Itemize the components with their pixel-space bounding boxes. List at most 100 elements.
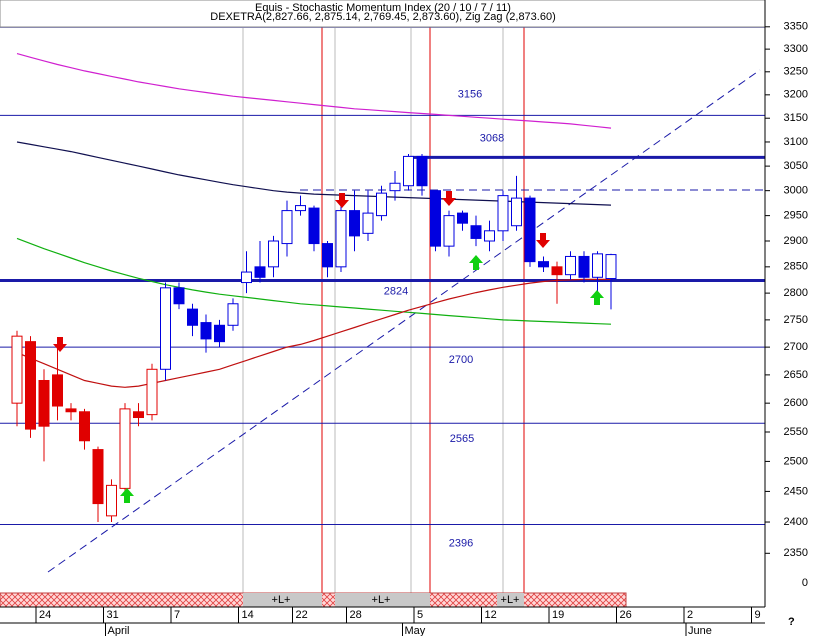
y-tick-label: 2700 [784, 341, 808, 353]
x-tick-label: 5 [417, 609, 423, 621]
candle-body [335, 210, 347, 268]
x-tick-label: 9 [755, 609, 761, 621]
candle-body [470, 225, 482, 239]
x-tick-label: 26 [620, 609, 632, 621]
y-tick-label: 3150 [784, 112, 808, 124]
level-label: 2700 [449, 354, 473, 366]
candle-body [457, 212, 468, 224]
y-tick-label: 2350 [784, 547, 808, 559]
average-line [16, 237, 612, 325]
level-label: 3156 [458, 88, 482, 100]
candle-body [295, 205, 306, 212]
candle-body [484, 230, 495, 242]
y-tick-label: 2650 [784, 369, 808, 381]
indicator-caption: Equis - Stochastic Momentum Index (20 / … [255, 2, 511, 14]
average-line [16, 278, 611, 388]
candle-body [322, 243, 333, 268]
candle-body [173, 287, 185, 305]
candle-body [200, 322, 212, 340]
band-label: +L+ [272, 594, 291, 606]
candle-body [605, 254, 617, 280]
band-label: +L+ [372, 594, 391, 606]
x-tick-label: 12 [485, 609, 497, 621]
level-label: 2396 [449, 537, 473, 549]
month-label: June [688, 625, 712, 636]
candle-body [376, 192, 387, 217]
help-mark[interactable]: ? [788, 616, 795, 628]
x-tick-label: 14 [242, 609, 254, 621]
candle-body [443, 215, 455, 247]
candle-body [592, 253, 603, 278]
x-tick-label: 31 [107, 609, 119, 621]
candle-body [146, 368, 158, 416]
y-tick-label: 3250 [784, 66, 808, 78]
candle-body [25, 341, 36, 430]
y-tick-label: 3100 [784, 136, 808, 148]
candle-body [241, 271, 252, 284]
candle-body [133, 411, 144, 419]
y-tick-label: 3050 [784, 160, 808, 172]
candle-body [268, 240, 279, 268]
y-tick-label: 3000 [784, 185, 808, 197]
candle-body [403, 155, 414, 187]
candle-body [92, 449, 104, 505]
x-tick-label: 22 [296, 609, 308, 621]
band-segments [243, 593, 524, 607]
candle-body [106, 484, 117, 517]
level-label: 2565 [450, 433, 474, 445]
candle-body [551, 266, 563, 276]
candle-body [281, 210, 293, 245]
candle-body [578, 255, 590, 278]
x-tick-label: 28 [350, 609, 362, 621]
candle-body [227, 303, 239, 326]
band-label: +L+ [501, 594, 520, 606]
grey-verticals [242, 28, 504, 593]
y-tick-label: 2900 [784, 235, 808, 247]
chart-title: DEXETRA(2,827.66, 2,875.14, 2,769.45, 2,… [210, 11, 556, 23]
y-tick-label: 2950 [784, 210, 808, 222]
y-tick-label: 2750 [784, 314, 808, 326]
red-verticals [321, 0, 525, 593]
candle-body [497, 195, 509, 232]
month-label: April [108, 625, 130, 636]
candle-body [416, 155, 428, 187]
y-tick-label: 3300 [784, 43, 808, 55]
candle-body [349, 210, 360, 237]
trend-line [47, 69, 761, 573]
header-box [0, 0, 766, 28]
x-tick-label: 2 [687, 609, 693, 621]
y-tick-label: 2450 [784, 485, 808, 497]
signal-arrows [53, 191, 604, 503]
candle-body [11, 335, 23, 404]
candle-body [214, 324, 225, 343]
y-tick-label: 2550 [784, 426, 808, 438]
candle-body [52, 374, 63, 407]
candle-body [119, 408, 131, 489]
x-tick-label: 19 [552, 609, 564, 621]
y-tick-label: 2400 [784, 516, 808, 528]
y-tick-label: 2600 [784, 397, 808, 409]
candle-body [565, 255, 576, 276]
y-tick-label: 2500 [784, 455, 808, 467]
candle-body [79, 411, 90, 442]
x-tick-label: 24 [39, 609, 51, 621]
y-tick-label: 2850 [784, 261, 808, 273]
level-label: 3068 [480, 132, 504, 144]
candle-body [38, 379, 50, 427]
candle-body [389, 182, 401, 192]
y-tick-label: 3200 [784, 89, 808, 101]
y-tick-label: 3350 [784, 21, 808, 33]
average-line [16, 53, 612, 129]
candle-body [65, 408, 77, 413]
candle-body [538, 261, 549, 268]
level-label: 2824 [384, 285, 408, 297]
candle-body [254, 266, 266, 278]
y-tick-label: 2800 [784, 287, 808, 299]
candle-body [362, 212, 374, 234]
candle-body [511, 197, 522, 227]
month-label: May [405, 625, 426, 636]
x-tick-label: 7 [174, 609, 180, 621]
candle-body [430, 190, 441, 247]
